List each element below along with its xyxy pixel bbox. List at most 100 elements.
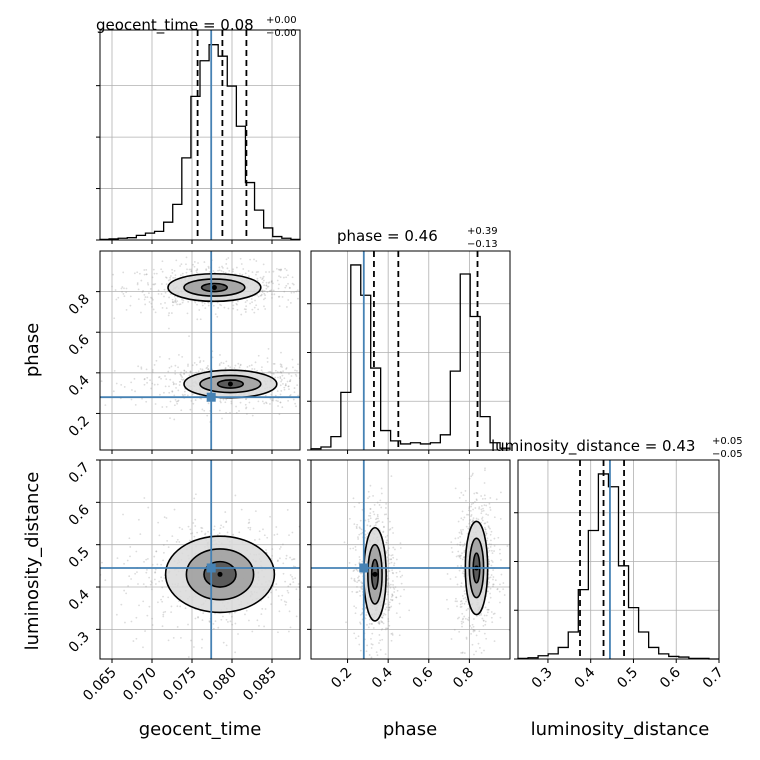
- scatter-point: [291, 558, 293, 561]
- scatter-point: [136, 571, 138, 574]
- scatter-point: [157, 289, 160, 292]
- scatter-point: [387, 620, 390, 623]
- scatter-point: [193, 265, 196, 268]
- scatter-point: [465, 525, 468, 528]
- scatter-point: [472, 502, 475, 505]
- scatter-point: [169, 378, 172, 381]
- scatter-point: [471, 520, 474, 523]
- scatter-point: [279, 269, 282, 272]
- scatter-point: [285, 368, 287, 370]
- scatter-point: [161, 586, 164, 589]
- scatter-point: [218, 266, 221, 269]
- scatter-point: [325, 395, 327, 397]
- scatter-point: [454, 487, 457, 490]
- scatter-point: [367, 520, 370, 523]
- scatter-point: [278, 268, 280, 271]
- scatter-point: [251, 271, 254, 274]
- scatter-point: [206, 366, 209, 369]
- scatter-point: [297, 363, 299, 366]
- scatter-point: [350, 577, 353, 580]
- scatter-point: [156, 383, 159, 386]
- scatter-point: [267, 596, 270, 599]
- scatter-point: [490, 549, 493, 552]
- scatter-point: [269, 397, 272, 400]
- scatter-point: [395, 612, 398, 615]
- scatter-point: [353, 632, 356, 635]
- scatter-point: [373, 525, 376, 527]
- scatter-point: [133, 377, 136, 380]
- scatter-point: [224, 511, 227, 513]
- scatter-point: [212, 270, 215, 272]
- scatter-point: [493, 612, 496, 615]
- scatter-point: [154, 571, 157, 573]
- scatter-point: [356, 591, 359, 593]
- scatter-point: [258, 624, 260, 627]
- scatter-point: [292, 398, 295, 401]
- scatter-point: [269, 290, 272, 293]
- scatter-point: [354, 563, 357, 566]
- scatter-point: [168, 327, 170, 330]
- scatter-point: [391, 571, 394, 574]
- scatter-point: [398, 570, 401, 573]
- scatter-point: [459, 541, 462, 544]
- scatter-point: [395, 596, 398, 599]
- scatter-point: [233, 367, 236, 369]
- scatter-point: [317, 548, 319, 550]
- scatter-point: [315, 391, 317, 393]
- scatter-point: [228, 612, 231, 615]
- scatter-point: [187, 363, 189, 366]
- scatter-point: [465, 600, 467, 603]
- scatter-point: [357, 538, 360, 540]
- scatter-point: [389, 586, 392, 589]
- scatter-point: [355, 527, 358, 530]
- scatter-point: [359, 527, 361, 530]
- scatter-point: [147, 506, 150, 509]
- scatter-point: [145, 571, 148, 574]
- scatter-point: [225, 263, 228, 265]
- scatter-point: [251, 414, 254, 417]
- scatter-point: [261, 366, 263, 369]
- scatter-point: [145, 273, 148, 276]
- scatter-point: [198, 356, 201, 359]
- scatter-point: [388, 570, 391, 572]
- scatter-point: [175, 386, 177, 389]
- scatter-point: [475, 499, 478, 502]
- scatter-point: [369, 484, 372, 487]
- scatter-point: [457, 537, 460, 539]
- scatter-point: [368, 654, 371, 656]
- contour-0-1: [185, 548, 255, 601]
- scatter-point: [457, 550, 460, 553]
- scatter-point: [145, 558, 148, 561]
- scatter-point: [285, 284, 288, 287]
- scatter-point: [129, 295, 132, 298]
- scatter-point: [60, 273, 62, 275]
- scatter-point: [122, 271, 125, 274]
- scatter-point: [151, 624, 154, 626]
- scatter-point: [466, 513, 468, 516]
- scatter-point: [297, 394, 299, 397]
- scatter-point: [403, 588, 405, 591]
- scatter-point: [480, 508, 483, 511]
- scatter-point: [265, 401, 267, 404]
- scatter-point: [468, 519, 471, 522]
- scatter-point: [365, 614, 368, 616]
- scatter-point: [146, 568, 148, 571]
- scatter-point: [308, 583, 310, 585]
- scatter-point: [171, 272, 174, 274]
- scatter-point: [283, 290, 286, 293]
- scatter-point: [217, 269, 219, 272]
- scatter-point: [125, 291, 128, 294]
- frame-geocent_time-vs-phase: [99, 250, 301, 451]
- scatter-point: [181, 355, 184, 358]
- scatter-point: [115, 382, 118, 385]
- scatter-point: [207, 368, 210, 371]
- scatter-point: [461, 552, 463, 555]
- scatter-point: [356, 581, 359, 583]
- scatter-point: [292, 283, 295, 286]
- scatter-point: [353, 578, 356, 580]
- scatter-point: [370, 647, 373, 649]
- scatter-point: [235, 266, 238, 269]
- scatter-point: [278, 305, 281, 308]
- scatter-point: [157, 376, 160, 379]
- scatter-point: [238, 531, 241, 534]
